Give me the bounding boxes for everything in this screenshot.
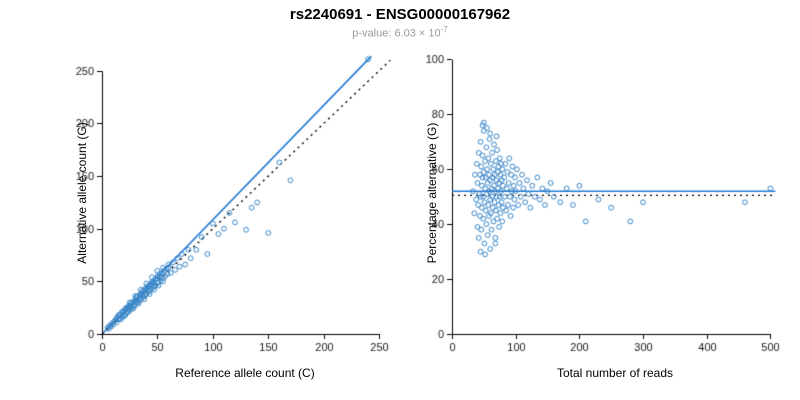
pvalue-text: p-value: 6.03 × 10: [352, 27, 441, 40]
percentage-reads-scatter: Total number of reads Percentage alterna…: [408, 44, 788, 380]
left-yaxis-title: Alternative allele count (G): [75, 122, 89, 264]
chart-title: rs2240691 - ENSG00000167962: [289, 6, 511, 23]
right-yaxis-title: Percentage alternative (G): [425, 122, 439, 264]
allele-count-scatter: Reference allele count (C) Alternative a…: [58, 44, 398, 380]
chart-subtitle: p-value: 6.03 × 10-7: [0, 25, 800, 40]
chart-header: rs2240691 - ENSG00000167962 p-value: 6.0…: [0, 6, 800, 40]
pvalue-exponent: -7: [440, 25, 448, 34]
allele-count-canvas: [58, 44, 398, 362]
left-xaxis-title: Reference allele count (C): [175, 366, 315, 380]
percentage-reads-canvas: [408, 44, 788, 362]
right-xaxis-title: Total number of reads: [556, 366, 674, 380]
